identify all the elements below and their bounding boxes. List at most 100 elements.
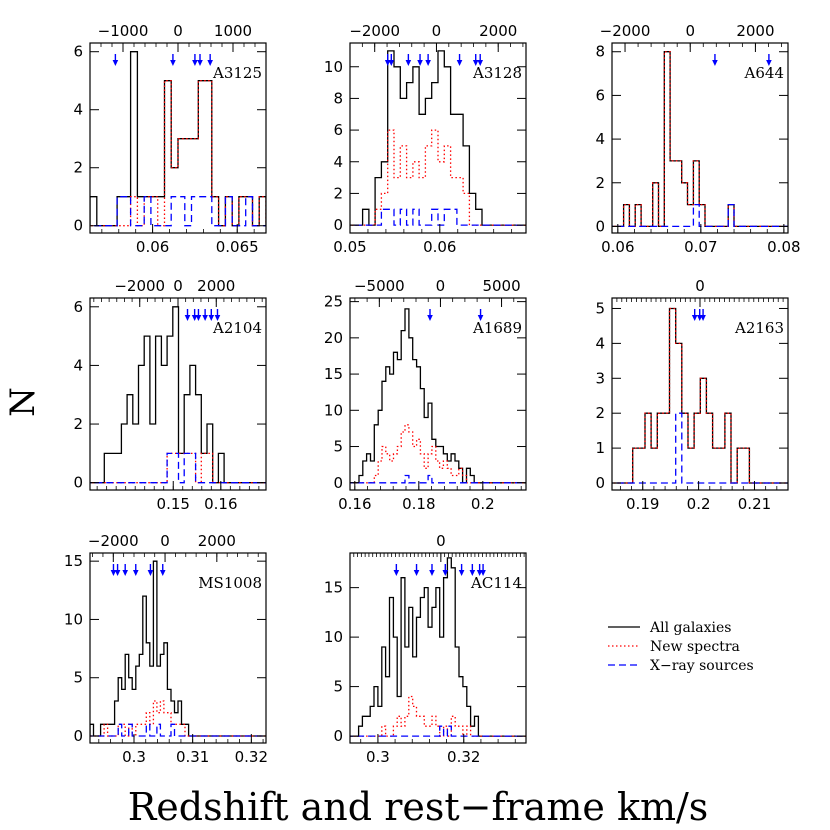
histogram-x-ray-sources: [90, 196, 266, 227]
member-arrow: [214, 309, 221, 321]
member-arrow: [197, 54, 203, 66]
y-tick-label: 0: [333, 216, 343, 234]
x-tick-label: 0.06: [423, 238, 456, 256]
legend-entry: All galaxies: [608, 620, 732, 636]
member-arrow: [388, 54, 395, 66]
histogram-new-spectra: [350, 695, 526, 737]
v-tick-label: −1000: [98, 22, 149, 40]
histogram-x-ray-sources: [350, 474, 526, 484]
arrow-head: [147, 570, 154, 576]
panel-a3128: 0.05 0.06 0 2 4 6 8 10 −2000 0 2000 A3128: [324, 22, 527, 256]
panel-ac114: 0.3 0.32 0 5 10 15 0 AC114: [324, 532, 527, 766]
y-tick-label: 0: [333, 727, 343, 745]
member-arrow: [417, 54, 423, 66]
v-tick-label: −2000: [600, 22, 651, 40]
arrow-head: [388, 60, 395, 66]
arrow-head: [208, 315, 215, 321]
member-arrow: [480, 564, 486, 576]
v-tick-label: 0: [173, 22, 183, 40]
y-tick-label: 20: [324, 329, 343, 347]
y-tick-label: 8: [595, 43, 605, 61]
histogram-x-ray-sources: [90, 452, 266, 484]
member-arrow: [114, 564, 121, 576]
member-arrow: [192, 54, 198, 66]
y-tick-label: 10: [324, 401, 343, 419]
v-tick-label: −5000: [354, 277, 405, 295]
v-tick-label: 0: [695, 277, 705, 295]
arrow-head: [477, 60, 484, 66]
arrow-head: [405, 60, 412, 66]
histograms: [350, 50, 526, 226]
x-tick-label: 0.06: [136, 238, 169, 256]
legend-entry: New spectra: [608, 639, 740, 655]
histogram-x-ray-sources: [350, 208, 526, 226]
arrow-head: [197, 60, 203, 66]
y-tick-label: 5: [333, 438, 343, 456]
y-tick-label: 2: [73, 415, 83, 433]
arrow-head: [159, 570, 166, 576]
member-arrow: [147, 564, 154, 576]
arrow-head: [425, 60, 431, 66]
x-tick-label: 0.07: [684, 238, 717, 256]
y-tick-label: 0: [73, 217, 83, 235]
y-tick-label: 15: [324, 365, 343, 383]
histograms: [350, 557, 526, 737]
arrow-head: [122, 570, 128, 576]
y-tick-label: 2: [333, 184, 343, 202]
member-arrow: [413, 564, 420, 576]
v-tick-label: 2000: [736, 22, 774, 40]
histogram-new-spectra: [350, 424, 526, 484]
arrow-head: [195, 315, 202, 321]
member-arrow: [712, 54, 718, 66]
v-tick-label: 1000: [214, 22, 252, 40]
member-arrow: [691, 309, 698, 321]
panel-a2163: 0.19 0.2 0.21 0 1 2 3 4 5 0 A2163: [595, 277, 789, 513]
histogram-new-spectra: [90, 80, 266, 227]
arrow-head: [184, 315, 191, 321]
histogram-all-galaxies: [90, 306, 266, 484]
histogram-x-ray-sources: [612, 203, 788, 228]
y-tick-label: 3: [595, 369, 605, 387]
arrow-head: [207, 60, 213, 66]
x-tick-label: 0.08: [767, 238, 800, 256]
arrow-head: [114, 570, 121, 576]
arrow-head: [202, 315, 208, 321]
v-tick-label: −2000: [349, 22, 400, 40]
member-arrow: [469, 564, 476, 576]
arrow-head: [691, 315, 698, 321]
y-tick-label: 10: [324, 58, 343, 76]
y-tick-label: 10: [324, 628, 343, 646]
panel-label: AC114: [470, 574, 522, 592]
arrow-head: [170, 60, 176, 66]
y-tick-label: 2: [595, 174, 605, 192]
y-tick-label: 0: [333, 474, 343, 492]
arrow-head: [191, 315, 198, 321]
member-arrow: [425, 54, 431, 66]
y-tick-label: 4: [73, 101, 83, 119]
y-tick-label: 4: [595, 130, 605, 148]
legend-entry: X−ray sources: [608, 658, 754, 674]
member-arrow: [202, 309, 208, 321]
panel-label: A3125: [212, 64, 262, 82]
panel-ms1008: 0.3 0.31 0.32 0 5 10 15 −2000 0 2000 MS1008: [64, 532, 268, 766]
y-tick-label: 6: [595, 86, 605, 104]
v-tick-label: −2000: [114, 277, 165, 295]
member-arrow: [700, 309, 706, 321]
y-tick-label: 4: [333, 153, 343, 171]
y-tick-label: 8: [333, 89, 343, 107]
histogram-new-spectra: [90, 452, 266, 484]
y-tick-label: 0: [595, 474, 605, 492]
arrow-head: [458, 570, 465, 576]
y-tick-label: 15: [324, 579, 343, 597]
arrow-head: [429, 570, 435, 576]
y-tick-label: 0: [73, 474, 83, 492]
histogram-new-spectra: [350, 129, 526, 226]
histogram-x-ray-sources: [350, 725, 526, 737]
y-tick-label: 5: [595, 299, 605, 317]
member-arrow: [472, 54, 479, 66]
v-tick-label: 0: [436, 532, 446, 550]
y-tick-label: 2: [73, 159, 83, 177]
y-tick-label: 4: [73, 356, 83, 374]
arrow-head: [456, 60, 463, 66]
